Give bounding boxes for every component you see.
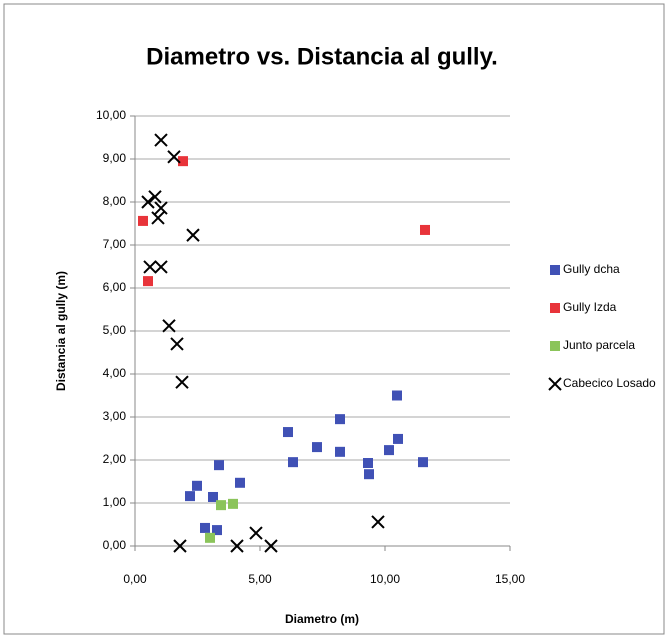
point	[192, 480, 202, 491]
point	[170, 337, 184, 351]
point	[312, 442, 322, 453]
point	[148, 190, 162, 204]
point	[364, 469, 374, 480]
legend-label: Gully dcha	[563, 262, 620, 276]
point	[151, 211, 165, 225]
point	[185, 491, 195, 502]
point	[186, 228, 200, 242]
legend-label: Gully Izda	[563, 300, 617, 314]
x-tick-label: 5,00	[248, 572, 272, 586]
point	[143, 276, 153, 287]
y-tick-label: 7,00	[103, 237, 127, 251]
y-tick-label: 0,00	[103, 538, 127, 552]
point	[154, 201, 168, 215]
legend-label: Junto parcela	[563, 338, 635, 352]
point	[212, 525, 222, 536]
point	[141, 195, 155, 209]
legend-marker	[550, 265, 560, 275]
legend-marker	[550, 303, 560, 313]
y-tick-label: 9,00	[103, 151, 127, 165]
y-tick-label: 2,00	[103, 452, 127, 466]
y-tick-label: 5,00	[103, 323, 127, 337]
y-tick-label: 3,00	[103, 409, 127, 423]
point	[235, 477, 245, 488]
point	[154, 133, 168, 147]
point	[216, 500, 226, 511]
legend-label: Cabecico Losado	[563, 376, 656, 390]
x-tick-label: 15,00	[495, 572, 525, 586]
point	[178, 156, 188, 167]
legend-marker	[548, 377, 562, 391]
point	[363, 458, 373, 469]
x-tick-label: 0,00	[123, 572, 147, 586]
point	[154, 260, 168, 274]
point	[335, 414, 345, 425]
y-tick-label: 8,00	[103, 194, 127, 208]
point	[228, 498, 238, 509]
point	[173, 539, 187, 553]
point	[392, 390, 402, 401]
y-tick-label: 1,00	[103, 495, 127, 509]
x-axis-title: Diametro (m)	[285, 612, 359, 626]
y-tick-label: 6,00	[103, 280, 127, 294]
chart-title: Diametro vs. Distancia al gully.	[146, 43, 498, 70]
point	[393, 433, 403, 444]
point	[264, 539, 278, 553]
point	[283, 427, 293, 438]
y-tick-label: 4,00	[103, 366, 127, 380]
point	[249, 526, 263, 540]
point	[138, 215, 148, 226]
chart-border	[3, 3, 665, 635]
point	[162, 319, 176, 333]
point	[175, 375, 189, 389]
point	[335, 446, 345, 457]
point	[384, 445, 394, 456]
y-axis-title: Distancia al gully (m)	[54, 271, 68, 391]
point	[143, 260, 157, 274]
x-tick-label: 10,00	[370, 572, 400, 586]
point	[288, 457, 298, 468]
point	[371, 515, 385, 529]
point	[205, 532, 215, 543]
point	[167, 150, 181, 164]
point	[200, 522, 210, 533]
legend-marker	[550, 341, 560, 351]
y-tick-label: 10,00	[96, 108, 126, 122]
point	[418, 457, 428, 468]
point	[230, 539, 244, 553]
point	[208, 491, 218, 502]
point	[214, 460, 224, 471]
point	[420, 224, 430, 235]
